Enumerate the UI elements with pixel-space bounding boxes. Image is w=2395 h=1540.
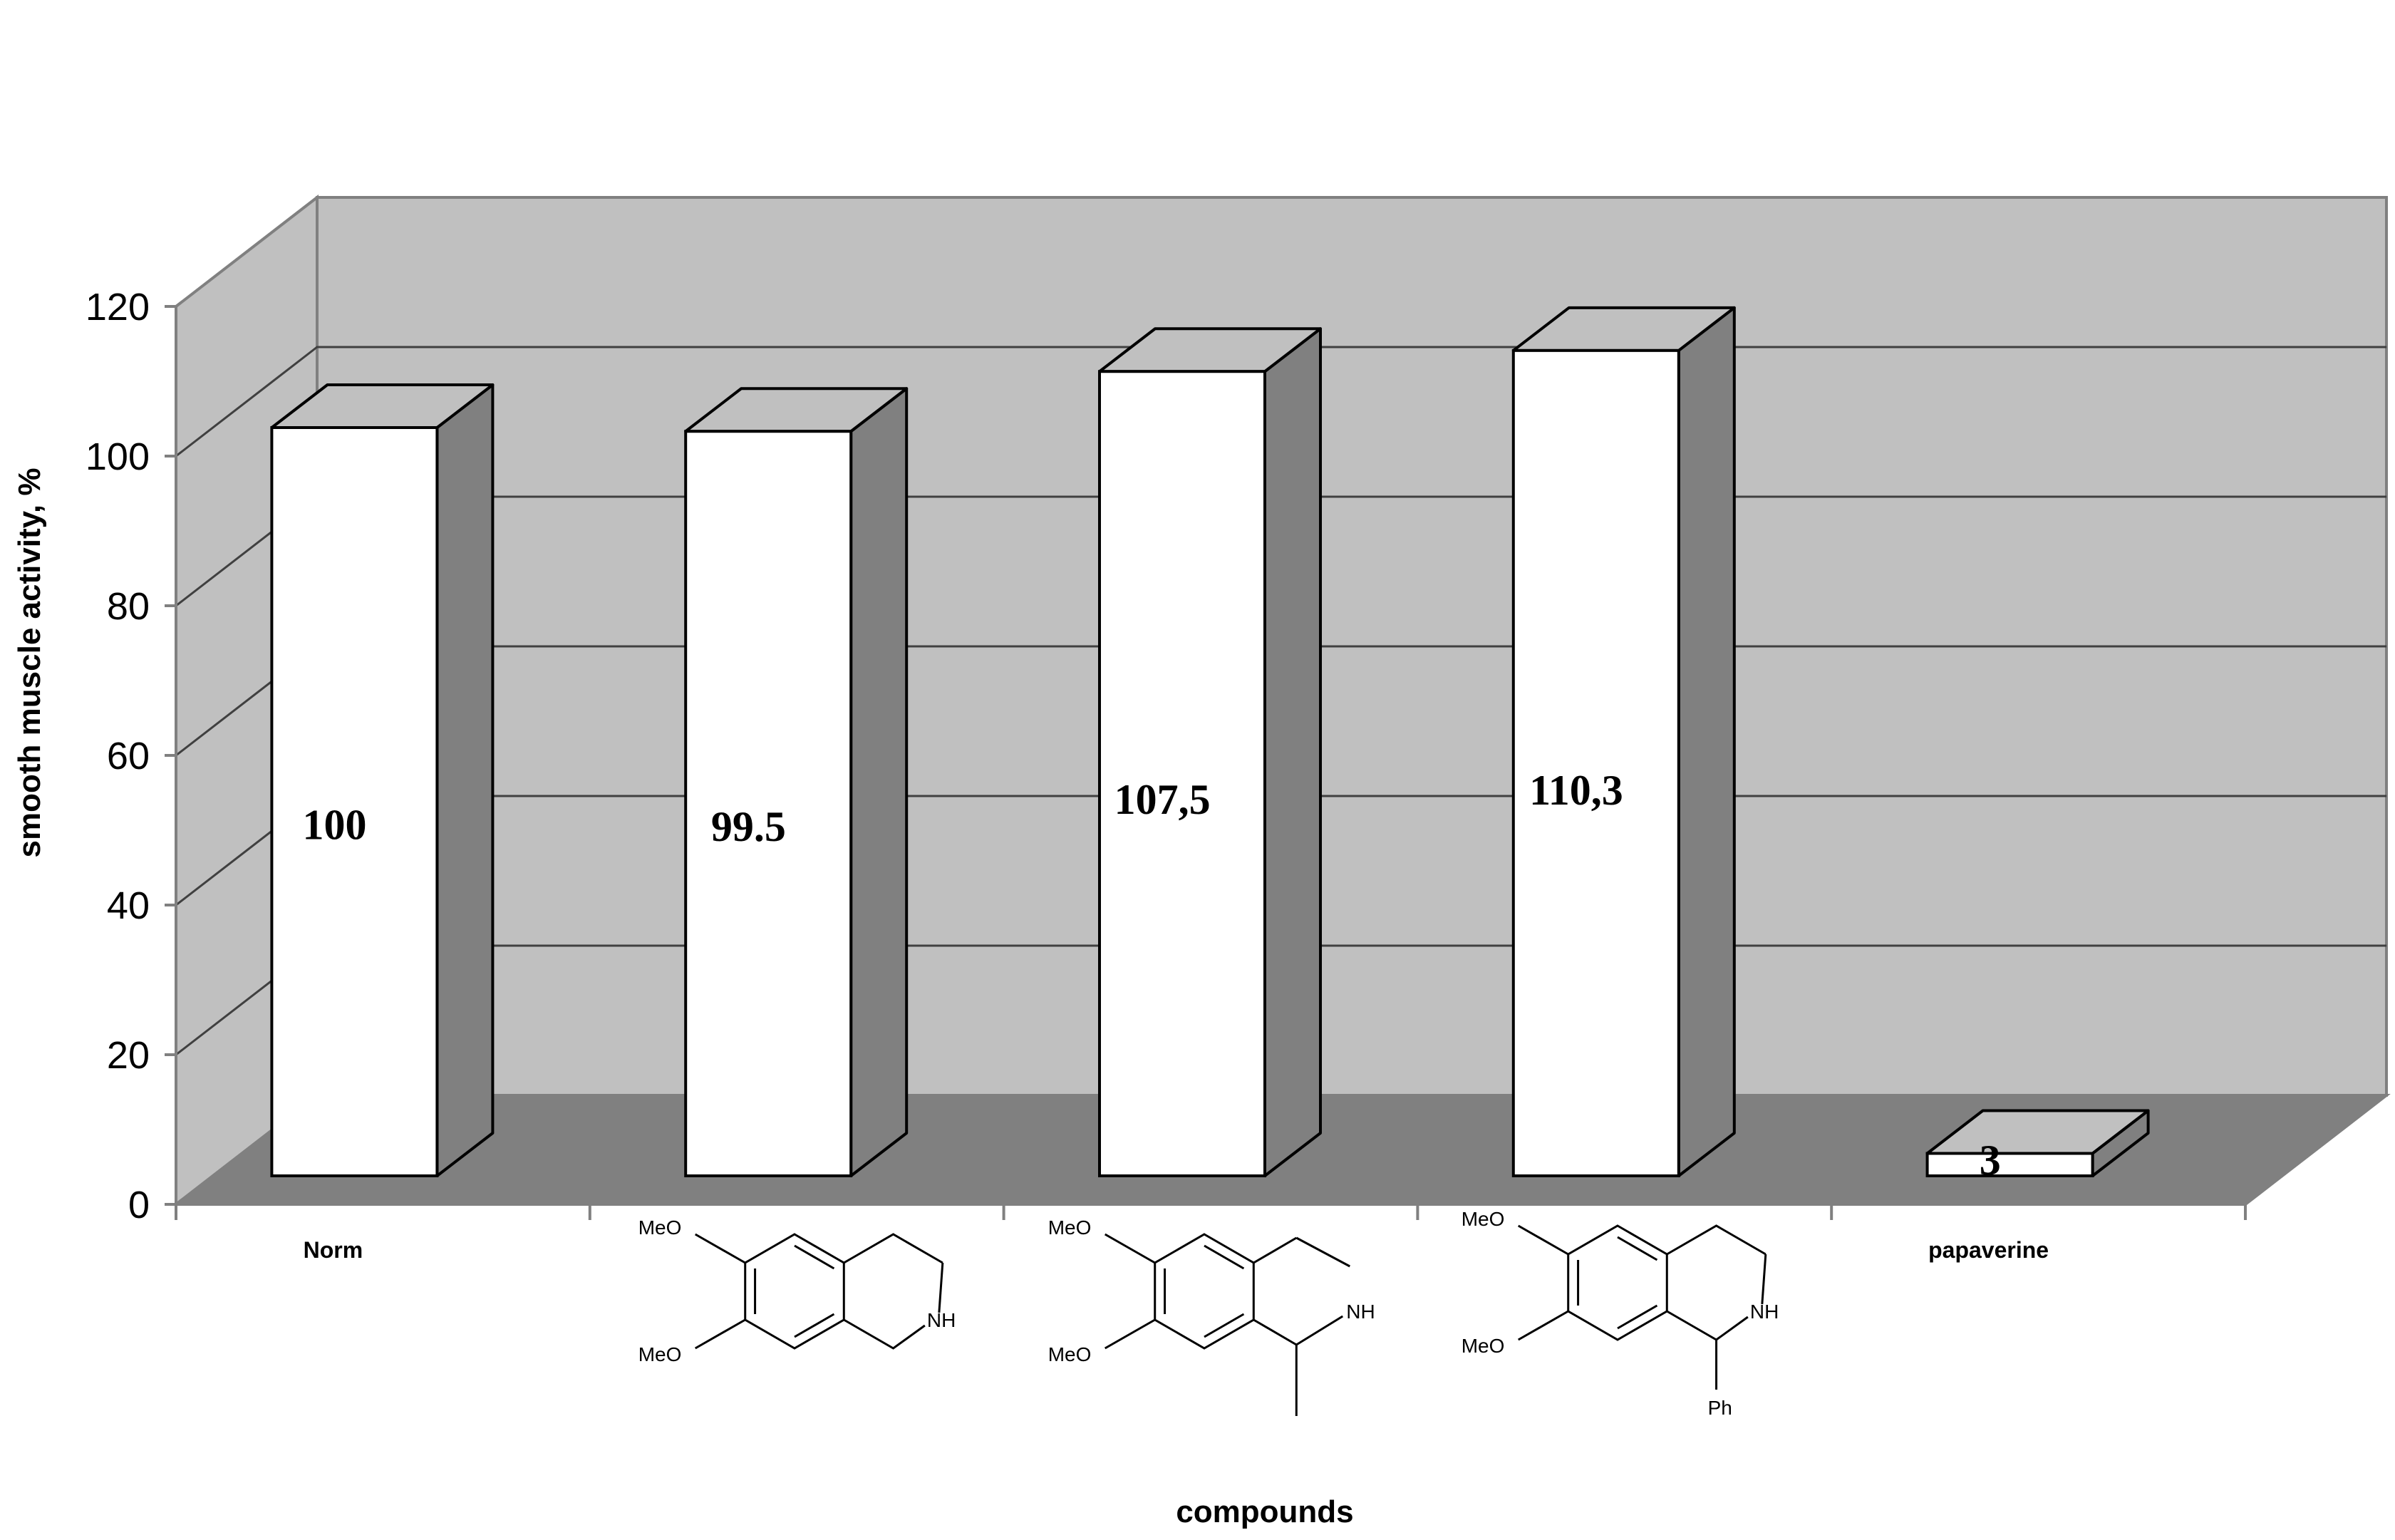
y-tick-label: 20 xyxy=(107,1034,150,1077)
substituent-label: NH xyxy=(927,1309,956,1331)
bond xyxy=(1253,1318,1298,1346)
ring-bond xyxy=(843,1233,943,1264)
substituent-label: MeO xyxy=(1048,1343,1092,1365)
chemical-structure: MeO MeO NH xyxy=(638,1216,956,1365)
y-tick-label: 60 xyxy=(107,735,150,777)
bond xyxy=(694,1318,746,1350)
ring-bond xyxy=(1761,1254,1767,1305)
x-axis-title: compounds xyxy=(1176,1494,1353,1529)
bar-side xyxy=(1263,327,1322,1177)
bar-side xyxy=(435,383,495,1177)
bar-data-label: 3 xyxy=(1980,1137,2001,1184)
category-labels: Norm papaverine xyxy=(304,1237,2049,1263)
category-label: Norm xyxy=(304,1237,363,1263)
bar: 107,5 xyxy=(1098,327,1322,1177)
y-tick-label: 120 xyxy=(86,286,150,329)
benzene-ring xyxy=(744,1233,845,1350)
bond xyxy=(1253,1236,1298,1264)
bar-side xyxy=(1677,306,1736,1177)
bar-side xyxy=(849,387,909,1177)
y-tick-label: 40 xyxy=(107,884,150,927)
bond xyxy=(1517,1310,1569,1341)
chemical-structure: MeO MeO NH Ph xyxy=(1462,1208,1779,1419)
axes: 0 20 40 60 80 100 120 xyxy=(86,286,2247,1226)
benzene-ring xyxy=(1567,1224,1668,1341)
bar-front xyxy=(1098,370,1266,1177)
double-bond xyxy=(1204,1313,1245,1338)
category-label: papaverine xyxy=(1928,1237,2049,1263)
chemical-structure: MeO MeO NH xyxy=(1048,1216,1375,1416)
chemical-structures: MeO MeO NH MeO MeO NH MeO MeO NH Ph xyxy=(638,1208,1779,1419)
bar-data-label: 110,3 xyxy=(1529,767,1623,814)
bond xyxy=(1517,1224,1569,1256)
bar: 100 xyxy=(270,383,495,1177)
double-bond xyxy=(1204,1244,1245,1270)
bar: 110,3 xyxy=(1511,306,1736,1178)
substituent-label: MeO xyxy=(1462,1208,1505,1230)
double-bond xyxy=(1617,1236,1658,1261)
bar-front xyxy=(1511,348,1680,1178)
bond xyxy=(1295,1315,1344,1346)
benzene-ring xyxy=(1154,1233,1255,1350)
substituent-label: MeO xyxy=(1048,1216,1092,1239)
substituent-label: NH xyxy=(1346,1301,1375,1323)
substituent-label: Ph xyxy=(1708,1397,1732,1419)
y-tick-label: 0 xyxy=(128,1184,150,1226)
bond xyxy=(694,1233,746,1264)
bar-data-label: 100 xyxy=(303,802,367,849)
substituent-label: MeO xyxy=(638,1216,682,1239)
y-tick-label: 100 xyxy=(86,435,150,478)
substituent-label: MeO xyxy=(638,1343,682,1365)
ring-bond xyxy=(938,1262,944,1313)
bond xyxy=(1104,1233,1156,1264)
double-bond xyxy=(1617,1304,1658,1330)
bar-data-label: 107,5 xyxy=(1114,776,1211,823)
bond xyxy=(1104,1318,1156,1350)
y-tick-label: 80 xyxy=(107,585,150,628)
bar-front xyxy=(684,430,853,1177)
substituent-label: NH xyxy=(1750,1301,1779,1323)
bar-front xyxy=(1925,1152,2094,1177)
bar: 3 xyxy=(1925,1109,2150,1184)
bar-front xyxy=(270,426,439,1177)
double-bond xyxy=(794,1313,835,1338)
bar-data-label: 99.5 xyxy=(711,803,786,850)
bars: 100 99.5 107,5 110,3 3 xyxy=(270,306,2150,1184)
ring-bond xyxy=(1666,1224,1766,1256)
ring-bond xyxy=(1666,1310,1749,1341)
substituent-label: MeO xyxy=(1462,1335,1505,1357)
bar: 99.5 xyxy=(684,387,909,1177)
bond xyxy=(1295,1236,1350,1268)
y-axis-title: smooth muscle activity, % xyxy=(12,468,47,858)
double-bond xyxy=(794,1244,835,1270)
ring-bond xyxy=(843,1318,926,1350)
